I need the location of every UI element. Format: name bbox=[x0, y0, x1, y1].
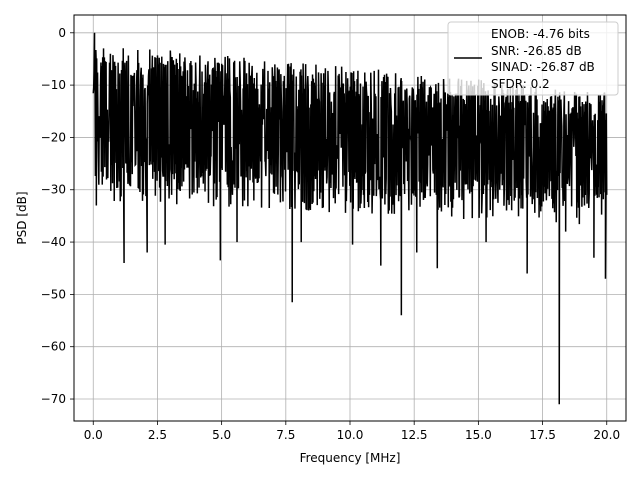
y-axis: 0 −10 −20 −30 −40 −50 −60 −70 bbox=[41, 26, 74, 406]
y-tick-label: −70 bbox=[41, 392, 66, 406]
y-tick-label: −50 bbox=[41, 287, 66, 301]
y-axis-label: PSD [dB] bbox=[15, 191, 29, 244]
x-tick-label: 12.5 bbox=[401, 428, 428, 442]
x-axis-label: Frequency [MHz] bbox=[300, 451, 401, 465]
y-tick-label: −60 bbox=[41, 340, 66, 354]
legend: ENOB: -4.76 bits SNR: -26.85 dB SINAD: -… bbox=[447, 21, 619, 96]
x-tick-label: 5.0 bbox=[212, 428, 231, 442]
x-tick-label: 17.5 bbox=[529, 428, 556, 442]
legend-text-snr: SNR: -26.85 dB bbox=[491, 44, 582, 58]
legend-text-sinad: SINAD: -26.87 dB bbox=[491, 60, 595, 74]
x-tick-label: 7.5 bbox=[276, 428, 295, 442]
legend-text-sfdr: SFDR: 0.2 bbox=[491, 77, 550, 91]
y-tick-label: −10 bbox=[41, 78, 66, 92]
y-tick-label: −30 bbox=[41, 183, 66, 197]
x-tick-label: 15.0 bbox=[465, 428, 492, 442]
x-tick-label: 2.5 bbox=[148, 428, 167, 442]
legend-text-enob: ENOB: -4.76 bits bbox=[491, 27, 590, 41]
y-tick-label: −40 bbox=[41, 235, 66, 249]
x-tick-label: 10.0 bbox=[337, 428, 364, 442]
x-axis: 0.0 2.5 5.0 7.5 10.0 12.5 15.0 17.5 20.0 bbox=[84, 421, 620, 442]
legend-box bbox=[447, 21, 619, 96]
y-tick-label: −20 bbox=[41, 130, 66, 144]
y-tick-label: 0 bbox=[58, 26, 66, 40]
x-tick-label: 0.0 bbox=[84, 428, 103, 442]
plot-area bbox=[92, 32, 608, 405]
x-tick-label: 20.0 bbox=[593, 428, 620, 442]
psd-series-line bbox=[92, 32, 608, 405]
